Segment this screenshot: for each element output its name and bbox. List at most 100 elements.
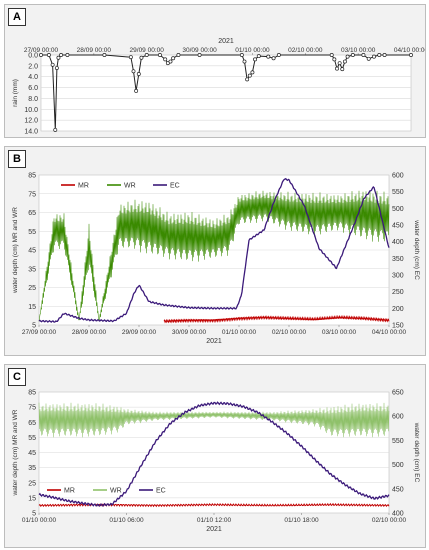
rain-point [134,88,139,93]
rain-point [139,55,144,60]
y2-tick-label: 550 [392,438,404,445]
series-EC-line [38,401,390,507]
rain-point [50,62,55,67]
rain-point [197,53,202,57]
rain-point [361,53,366,57]
y2-tick-label: 300 [392,273,404,280]
plot-area [40,54,412,132]
legend-label-WR: WR [124,183,136,190]
x-tick-label: 03/10 00:00 [341,47,376,54]
rain-point [102,53,107,57]
x-tick-label: 01/10 00:00 [235,47,270,54]
x-tick-label: 28/09 00:00 [72,329,107,336]
rain-point [65,53,70,57]
y2-tick-label: 550 [392,189,404,196]
y-tick-label: 45 [28,450,36,457]
x-axis-label: 2021 [206,526,222,533]
rain-point [366,56,371,61]
x-tick-label: 27/09 00:00 [22,329,57,336]
y-tick-label: 2.0 [28,63,38,70]
rain-point [144,53,149,57]
panel-b: 5 15 25 35 45 55 65 75 85 150 200 250 300 350 400 450 50… [4,146,426,356]
series-WR_light-line [38,402,390,438]
y-tick-label: 55 [28,229,36,236]
rain-point [340,67,345,72]
x-tick-label: 29/09 00:00 [122,329,157,336]
y-tick-label: 6.0 [28,85,38,92]
y-tick-label: 65 [28,210,36,217]
rain-point [131,69,136,74]
y-tick-label: 15 [28,495,36,502]
rain-point [39,53,43,57]
x-axis-label: 2021 [206,338,222,345]
y-tick-label: 75 [28,191,36,198]
y2-tick-label: 350 [392,256,404,263]
y2-tick-label: 450 [392,223,404,230]
rain-point [372,54,376,59]
x-tick-label: 04/10 00:00 [372,329,407,336]
legend-label-EC: EC [156,488,166,495]
x-tick-label: 28/09 00:00 [77,47,112,54]
y-tick-label: 55 [28,435,36,442]
rain-point [171,56,176,61]
chart-a: 0.0 2.0 4.0 6.0 8.0 10.0 12.0 14.0 27/09 00:00 28… [12,38,425,136]
x-tick-label: 02/10 00:00 [288,47,323,54]
y-tick-label: 25 [28,285,36,292]
y-tick-label: 5 [32,511,36,518]
y-tick-label: 25 [28,480,36,487]
rain-point [247,73,252,78]
y2-tick-label: 150 [392,323,404,330]
rain-point [329,53,334,57]
y-tick-label: 35 [28,465,36,472]
rain-point [176,53,181,57]
rain-point [271,56,276,61]
y2-tick-label: 250 [392,289,404,296]
series-EC-line [38,177,390,323]
panel-a-label: A [8,8,26,26]
x-tick-label: 29/09 00:00 [130,47,165,54]
legend-label-WR_light: WR [110,488,122,495]
series-WR-line [38,190,390,322]
y2-tick-label: 650 [392,390,404,397]
y-tick-label: 8.0 [28,96,38,103]
x-tick-label: 30/09 00:00 [172,329,207,336]
y2-tick-label: 450 [392,486,404,493]
legend-label-EC: EC [170,183,180,190]
rain-point [54,66,59,70]
x-tick-label: 27/09 00:00 [24,47,59,54]
y-tick-label: 4.0 [28,74,38,81]
rain-point [335,66,339,71]
y-axis-label: water depth (cm) MR and WR [12,409,19,496]
legend-label-MR: MR [78,183,89,190]
y-tick-label: 45 [28,248,36,255]
legend-label-MR: MR [64,488,75,495]
rain-point [136,72,141,76]
y2-axis-label: water depth (cm) EC [413,422,420,483]
rain-point [59,53,64,57]
rain-point [242,59,247,64]
chart-b: 5 15 25 35 45 55 65 75 85 150 200 250 300 350 400 450 50… [12,173,420,346]
y2-tick-label: 500 [392,206,404,213]
y-tick-label: 0.0 [28,53,38,60]
y-tick-label: 12.0 [24,118,38,125]
series-MR-line [163,314,390,324]
rain-point [276,53,281,57]
y2-tick-label: 500 [392,462,404,469]
rain-point [239,53,244,57]
rain-point [409,53,413,57]
panel-c: 5 15 25 35 45 55 65 75 85 400 450 500 550 600 650 01/10… [4,364,426,548]
rain-point [345,54,350,59]
series-rain-line [41,54,411,130]
rain-point [342,59,347,64]
rain-point [157,53,162,57]
x-tick-label: 01/10 18:00 [284,517,319,524]
y-tick-label: 85 [28,390,36,397]
y-tick-label: 5 [32,323,36,330]
panel-b-label: B [8,150,26,168]
year-label: 2021 [218,38,234,45]
y2-tick-label: 400 [392,511,404,518]
rain-point [350,53,355,57]
y-tick-label: 10.0 [24,107,38,114]
y-tick-label: 14.0 [24,129,38,136]
rain-point [256,54,261,59]
